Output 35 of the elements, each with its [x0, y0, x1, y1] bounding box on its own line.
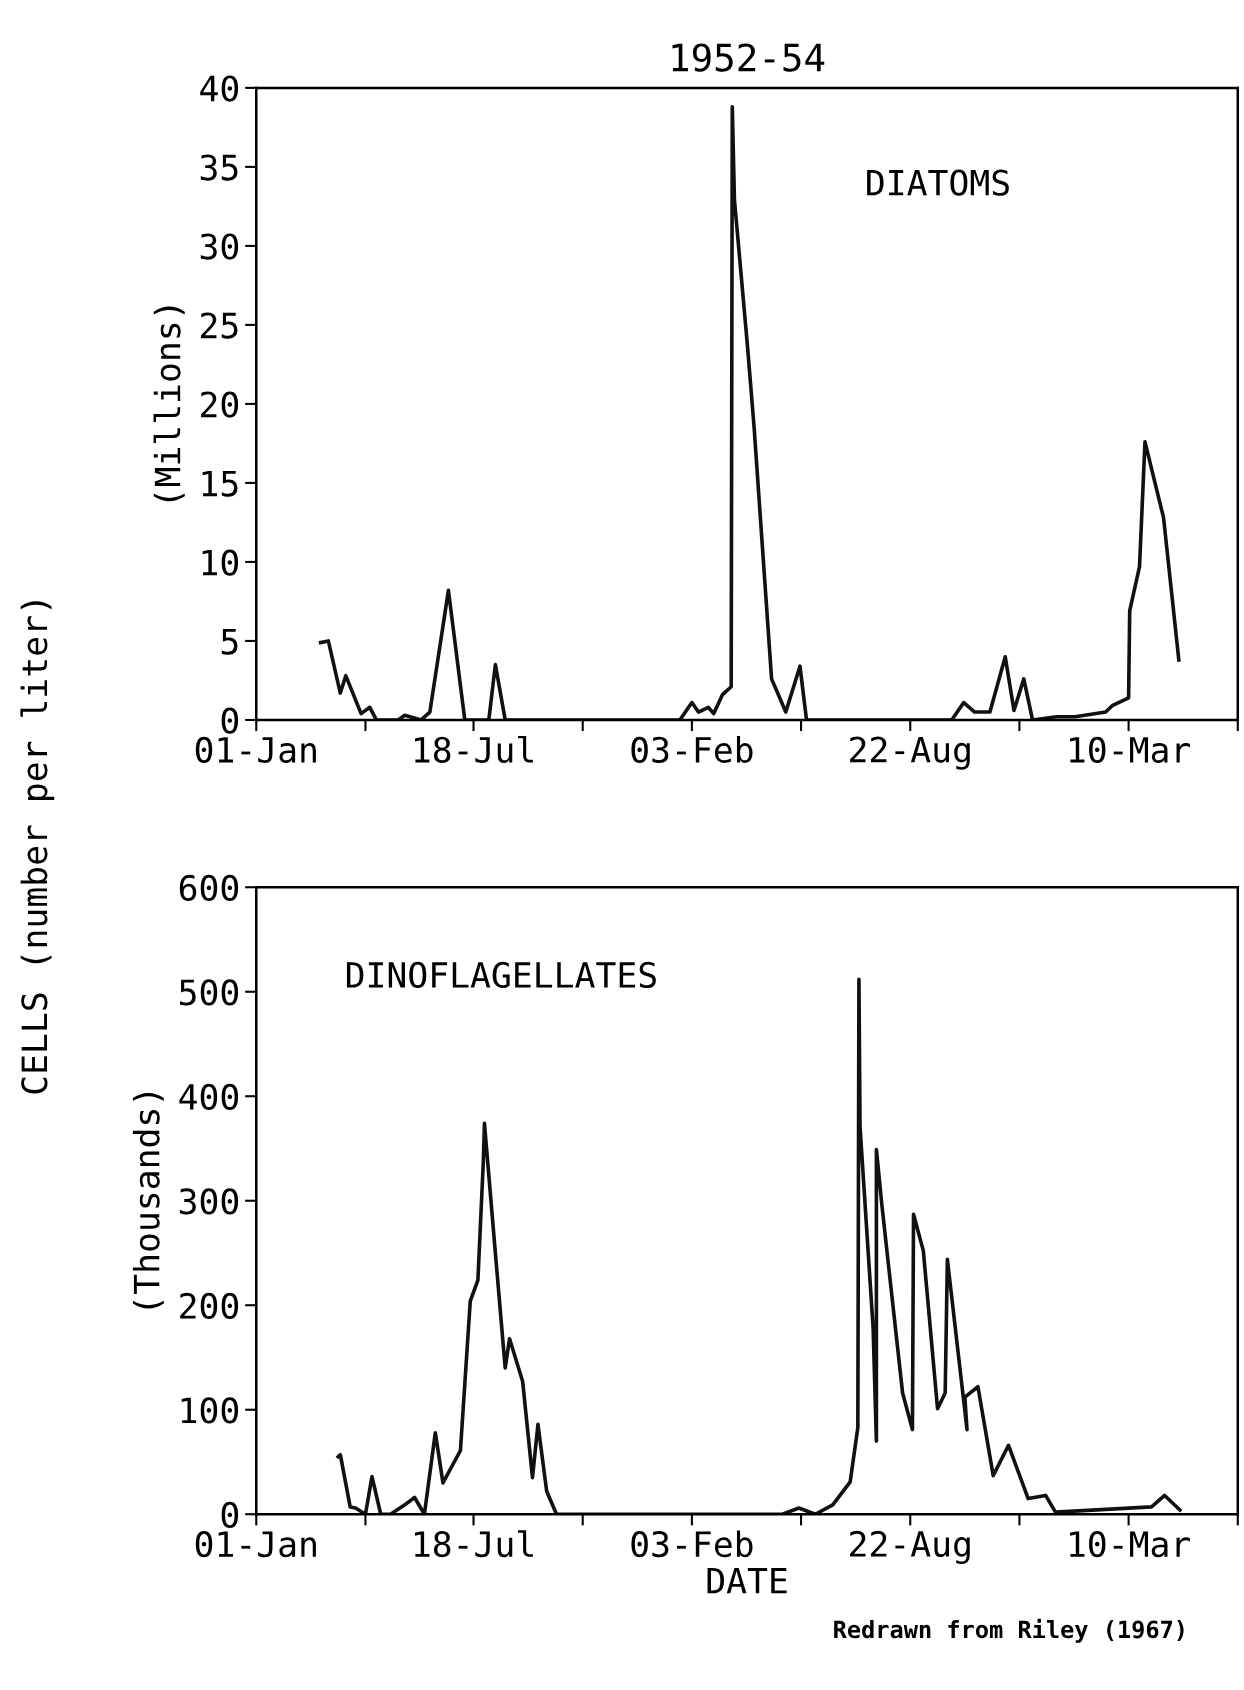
y-axis-title: (Millions) — [153, 306, 185, 502]
y-tick-label: 200 — [180, 1292, 239, 1320]
y-tick-label: 25 — [201, 312, 238, 339]
y-tick-label: 0 — [221, 1501, 239, 1529]
y-tick-label: 15 — [202, 470, 238, 497]
y-tick-label: 40 — [200, 75, 239, 102]
x-tick-label: 03-Feb — [631, 736, 753, 763]
y-tick-label: 35 — [200, 154, 238, 181]
text: Redrawn from Riley (1967) — [834, 1618, 1184, 1643]
y-tick-label: 30 — [200, 233, 239, 260]
y-tick-label: 0 — [221, 707, 239, 734]
x-tick-label: 01-Jan — [195, 736, 316, 763]
annotation: DIATOMS — [867, 169, 1009, 196]
x-tick-label: 03-Feb — [631, 1530, 753, 1558]
line-series — [318, 105, 1181, 720]
annotation: DINOFLAGELLATES — [346, 961, 656, 989]
y-tick-label: 600 — [179, 874, 239, 902]
x-axis-title: DATE — [707, 1568, 787, 1594]
y-tick-label: 10 — [202, 549, 239, 576]
x-tick-label: 10-Mar — [1070, 1531, 1190, 1558]
x-tick-label: 01-Jan — [195, 1531, 316, 1558]
text: CELLS (number per liter) — [20, 601, 55, 1094]
y-axis-title: (Thousands) — [132, 1092, 164, 1309]
y-tick-label: 500 — [180, 979, 239, 1006]
x-tick-label: 22-Aug — [850, 1530, 970, 1564]
y-tick-label: 20 — [201, 391, 239, 418]
y-tick-label: 5 — [221, 628, 238, 655]
y-tick-label: 400 — [179, 1083, 239, 1111]
x-tick-label: 18-Jul — [414, 1530, 533, 1558]
x-tick-label: 22-Aug — [850, 736, 970, 770]
chart-title: 1952-54 — [672, 43, 825, 72]
x-tick-label: 18-Jul — [414, 735, 533, 763]
y-tick-label: 100 — [181, 1397, 239, 1424]
y-tick-label: 300 — [179, 1188, 239, 1215]
x-tick-label: 10-Mar — [1070, 736, 1190, 763]
